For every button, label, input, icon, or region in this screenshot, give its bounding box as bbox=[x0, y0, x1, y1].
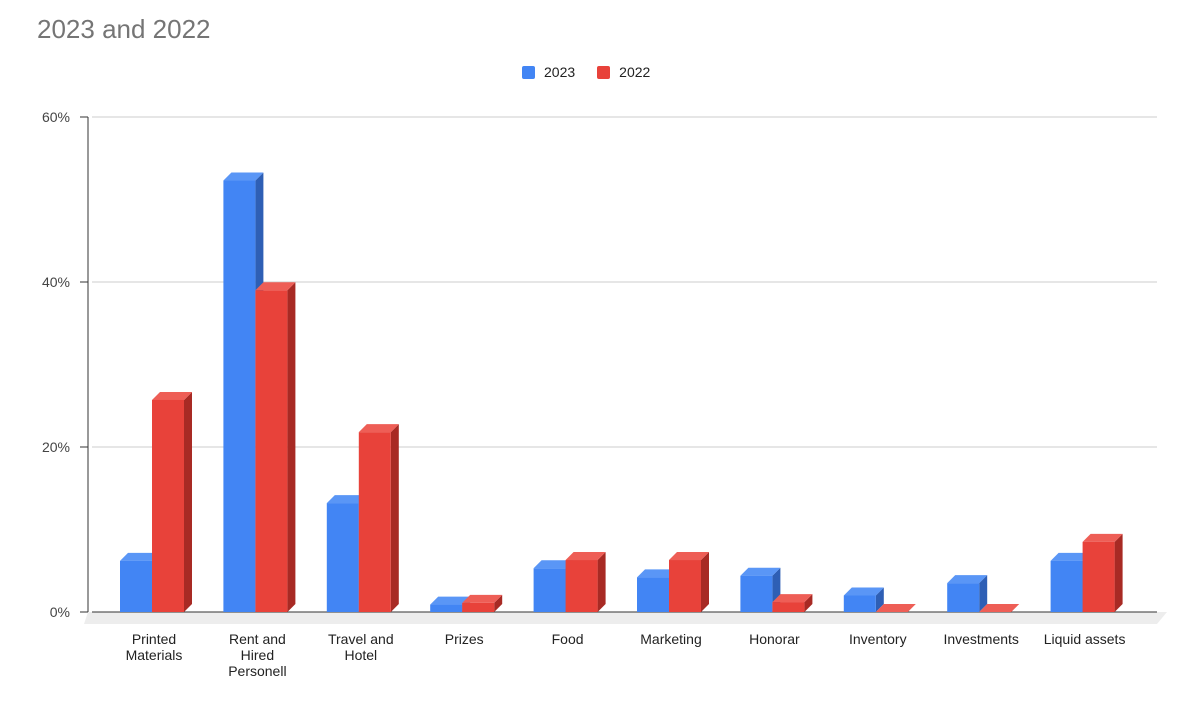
bar-2022-5-top bbox=[669, 552, 709, 561]
x-category-label: Rent and bbox=[229, 631, 286, 647]
bar-2022-3 bbox=[462, 602, 495, 612]
bar-2023-8 bbox=[947, 583, 980, 612]
bar-2022-9-top bbox=[1082, 533, 1123, 542]
bar-2022-5 bbox=[669, 560, 701, 612]
chart-floor bbox=[84, 612, 1167, 624]
bar-2023-0 bbox=[120, 560, 152, 612]
bar-2023-5-top bbox=[637, 569, 677, 578]
bar-2022-7-top bbox=[875, 604, 916, 612]
bar-2023-8-top bbox=[947, 575, 988, 584]
x-category-label: Prizes bbox=[445, 631, 484, 647]
bar-2022-0-side bbox=[184, 391, 192, 612]
bar-2022-1 bbox=[255, 290, 288, 612]
bar-2023-6-top bbox=[740, 567, 781, 576]
legend-label-2022: 2022 bbox=[619, 64, 651, 80]
bar-2022-1-side bbox=[287, 282, 296, 612]
legend-item-2023: 2023 bbox=[522, 64, 575, 80]
x-category-label: Hotel bbox=[344, 647, 377, 663]
bar-2023-8-side bbox=[979, 575, 988, 612]
bar-2023-9 bbox=[1050, 560, 1083, 612]
bar-2022-8-top bbox=[979, 604, 1020, 612]
legend-label-2023: 2023 bbox=[544, 64, 576, 80]
bar-2023-3 bbox=[430, 604, 463, 612]
x-category-label: Personell bbox=[228, 663, 286, 679]
y-tick-label: 60% bbox=[42, 109, 70, 125]
x-category-label: Marketing bbox=[640, 631, 701, 647]
bar-2023-0-top bbox=[120, 552, 160, 561]
x-category-label: Printed bbox=[132, 631, 176, 647]
bar-2022-3-top bbox=[462, 594, 503, 603]
bar-2022-2 bbox=[358, 432, 391, 612]
bar-2022-3-side bbox=[494, 594, 503, 612]
bar-2022-9-side bbox=[1114, 533, 1123, 612]
bar-2023-7-top bbox=[843, 587, 884, 596]
x-category-label: Travel and bbox=[328, 631, 394, 647]
bar-2023-7-side bbox=[875, 587, 884, 612]
x-category-label: Investments bbox=[943, 631, 1018, 647]
bar-2022-2-side bbox=[390, 424, 399, 612]
bar-2023-1 bbox=[223, 180, 256, 612]
bar-2022-6-top bbox=[772, 594, 813, 603]
bar-2023-9-top bbox=[1050, 552, 1091, 561]
y-tick-label: 40% bbox=[42, 274, 70, 290]
bar-2023-4 bbox=[533, 568, 566, 612]
bar-2023-7 bbox=[843, 595, 876, 612]
bar-2022-6-side bbox=[804, 594, 813, 612]
x-category-label: Hired bbox=[241, 647, 274, 663]
bar-2022-5-side bbox=[701, 552, 709, 612]
bar-2022-9 bbox=[1082, 541, 1115, 612]
bar-2022-2-top bbox=[358, 424, 399, 433]
y-tick-label: 0% bbox=[50, 604, 70, 620]
bar-2023-4-top bbox=[533, 560, 574, 569]
bar-2023-5 bbox=[637, 577, 669, 612]
bar-2023-6 bbox=[740, 575, 773, 612]
y-tick-label: 20% bbox=[42, 439, 70, 455]
legend: 2023 2022 bbox=[522, 64, 672, 80]
bar-2022-4-side bbox=[597, 552, 606, 612]
bar-2023-1-top bbox=[223, 172, 264, 181]
bar-2022-4-top bbox=[565, 552, 606, 561]
x-category-label: Honorar bbox=[749, 631, 800, 647]
x-category-label: Food bbox=[552, 631, 584, 647]
legend-item-2022: 2022 bbox=[597, 64, 650, 80]
bar-2023-2 bbox=[326, 503, 359, 612]
legend-swatch-2022 bbox=[597, 65, 611, 79]
legend-swatch-2023 bbox=[522, 65, 535, 79]
bar-2022-0 bbox=[152, 399, 184, 612]
x-category-label: Materials bbox=[126, 647, 183, 663]
x-category-label: Inventory bbox=[849, 631, 907, 647]
bar-2022-1-top bbox=[255, 282, 296, 291]
bar-2023-3-top bbox=[430, 596, 471, 605]
bar-2023-2-top bbox=[326, 495, 367, 504]
bar-2022-6 bbox=[772, 602, 805, 612]
bar-2022-4 bbox=[565, 560, 598, 612]
bar-2022-0-top bbox=[152, 391, 192, 400]
chart-title: 2023 and 2022 bbox=[37, 14, 211, 44]
x-category-label: Liquid assets bbox=[1044, 631, 1126, 647]
